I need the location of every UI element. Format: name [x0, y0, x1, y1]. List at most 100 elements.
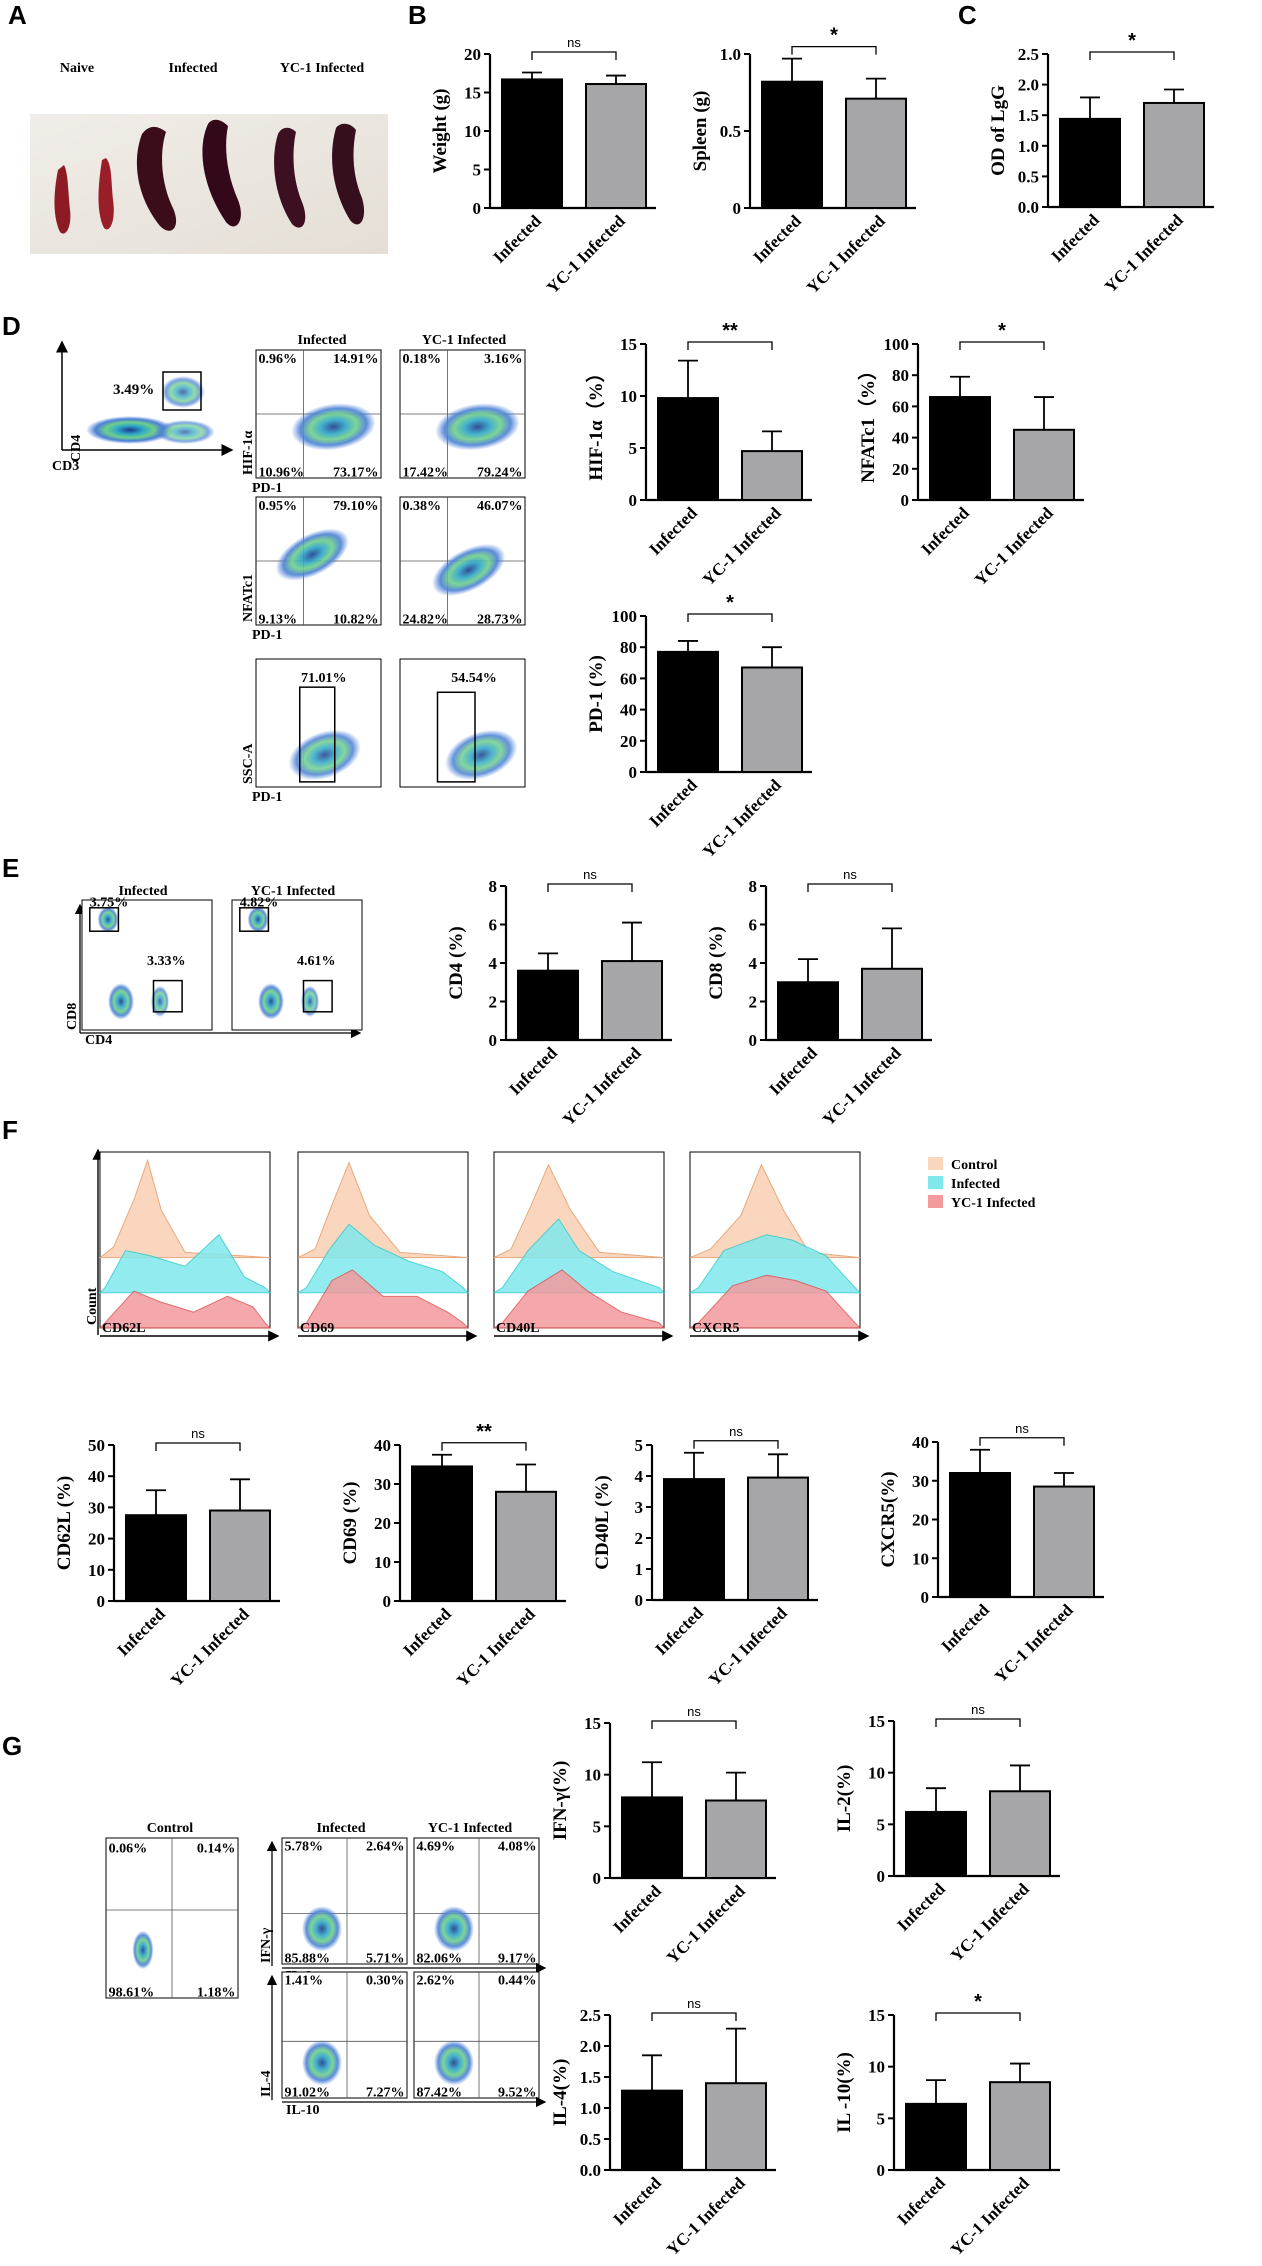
d-y-label: NFATc1 — [241, 574, 256, 622]
bar-yc1-infected — [741, 666, 803, 773]
x-category-label: Infected — [505, 1043, 561, 1099]
gate-percent: 82.06% — [417, 1952, 463, 1967]
y-tick-label: 2.5 — [1018, 45, 1039, 64]
cell-population — [432, 543, 506, 597]
bar-infected — [905, 2102, 967, 2172]
dotplot-d-3-infected: 71.01% — [255, 658, 382, 788]
y-axis-label: NFATc1（%） — [856, 361, 879, 483]
f-y-label: Count — [85, 1287, 100, 1325]
y-tick-label: 20 — [464, 45, 481, 64]
bar-yc1-infected — [601, 960, 663, 1042]
gate-percent: 2.62% — [417, 1974, 456, 1989]
significance-label: ns — [1015, 1421, 1029, 1436]
y-tick-label: 100 — [884, 335, 910, 354]
y-tick-label: 5 — [629, 439, 638, 458]
cell-population — [247, 906, 269, 933]
significance-bracket — [651, 2012, 737, 2021]
spleen-naive-2 — [98, 158, 114, 230]
significance-label: ns — [191, 1426, 205, 1441]
y-tick-label: 0 — [877, 2161, 886, 2180]
y-tick-label: 0.0 — [1018, 198, 1039, 217]
x-category-label: Infected — [893, 1879, 949, 1935]
gate-percent: 0.30% — [366, 1974, 405, 1989]
e-title-yc1: YC-1 Infected — [251, 884, 336, 899]
gate-percent: 0.18% — [403, 352, 442, 367]
y-axis-label: PD-1 (%) — [586, 655, 607, 733]
y-tick-label: 0 — [901, 491, 910, 510]
spleen-photo: Naive Infected YC-1 Infected — [30, 61, 388, 254]
y-tick-label: 2 — [749, 993, 758, 1012]
histogram-control — [689, 1163, 861, 1259]
significance-bracket — [807, 883, 893, 892]
cell-population — [97, 906, 119, 933]
y-tick-label: 5 — [635, 1436, 644, 1455]
cell-population — [434, 2040, 474, 2086]
gate-percent: 4.08% — [498, 1840, 537, 1855]
histogram-yc1 — [296, 1269, 470, 1329]
flow-panel-g: Control Infected YC-1 Infected 0.06% 0.14… — [105, 1821, 547, 2118]
gate-percent: 3.33% — [147, 954, 186, 969]
x-category-label: YC-1 Infected — [167, 1604, 253, 1690]
gate-box — [302, 979, 333, 1013]
dotplot-g-1-infected: 5.78% 2.64% 85.88% 5.71% — [281, 1837, 408, 1967]
g-y-label: IL-4 — [259, 2071, 274, 2097]
significance-bracket — [651, 1720, 737, 1729]
x-category-label: Infected — [489, 211, 545, 267]
y-tick-label: 8 — [749, 877, 758, 896]
significance-bracket — [935, 2012, 1021, 2021]
y-tick-label: 1.0 — [1018, 137, 1039, 156]
dotplot-g-control: 0.06% 0.14% 98.61% 1.18% — [105, 1837, 239, 2000]
spleen-yc1-2 — [332, 123, 365, 225]
bar-infected — [657, 650, 719, 774]
significance-label: ns — [687, 1996, 701, 2011]
dotplot-d-3-yc1: 54.54% — [399, 658, 526, 788]
gate-percent: 28.73% — [477, 613, 523, 628]
bar-infected — [663, 1478, 725, 1601]
x-category-label: Infected — [645, 775, 701, 831]
y-tick-label: 15 — [464, 84, 481, 103]
panel-letter-d: D — [2, 311, 21, 341]
bar-yc1-infected — [209, 1509, 271, 1603]
x-category-label: Infected — [749, 211, 805, 267]
gate-percent: 4.82% — [240, 896, 278, 911]
y-axis-label: CD4 (%) — [446, 926, 467, 999]
y-tick-label: 10 — [620, 387, 637, 406]
significance-label: ns — [971, 1702, 985, 1717]
x-category-label: Infected — [651, 1603, 707, 1659]
bar-yc1-infected — [989, 2081, 1051, 2172]
cell-population — [132, 1930, 154, 1970]
y-axis-label: CXCR5(%) — [878, 1471, 899, 1567]
panel-letter-f: F — [2, 1115, 18, 1145]
x-category-label: YC-1 Infected — [543, 211, 629, 297]
bar-infected — [777, 981, 839, 1041]
gate-percent: 9.17% — [498, 1952, 537, 1967]
gate-percent: 0.06% — [109, 1841, 148, 1856]
histogram-control — [493, 1163, 665, 1259]
d-title-yc1: YC-1 Infected — [422, 333, 507, 348]
significance-label: ns — [687, 1704, 701, 1719]
y-axis-label: OD of LgG — [988, 85, 1009, 176]
gate-percent: 10.96% — [259, 466, 305, 481]
spleen-naive-1 — [54, 165, 71, 234]
bar-yc1-infected — [585, 83, 647, 209]
significance-bracket — [687, 341, 773, 350]
significance-bracket — [693, 1440, 779, 1449]
y-tick-label: 5 — [877, 2109, 886, 2128]
plot-frame — [281, 1837, 408, 1965]
gate-percent: 24.82% — [403, 613, 449, 628]
gate-y-label: CD4 — [69, 435, 84, 462]
significance-bracket — [935, 1718, 1021, 1727]
bar-infected — [905, 1810, 967, 1878]
gate-percent: 3.49% — [113, 382, 154, 398]
histogram-control — [297, 1161, 469, 1259]
y-tick-label: 10 — [374, 1553, 391, 1572]
x-category-label: Infected — [609, 1881, 665, 1937]
legend-swatch-control — [928, 1157, 943, 1170]
y-tick-label: 0 — [749, 1031, 758, 1050]
y-tick-label: 5 — [593, 1817, 602, 1836]
